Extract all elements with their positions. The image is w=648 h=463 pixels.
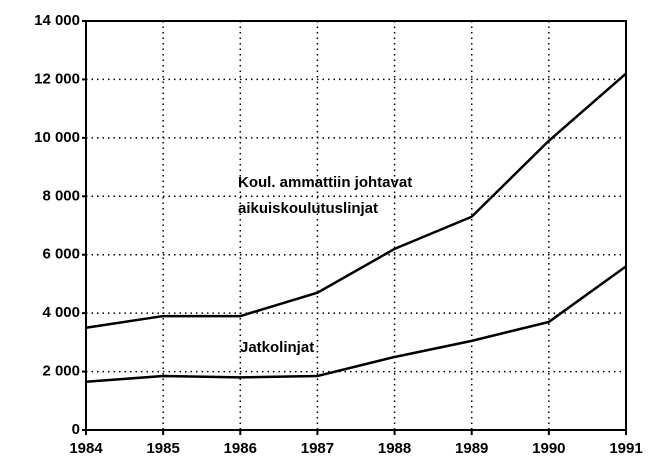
y-tick-label: 2 000 bbox=[42, 363, 80, 380]
x-tick-label: 1988 bbox=[378, 440, 411, 457]
x-tick-label: 1986 bbox=[224, 440, 257, 457]
series-label: Koul. ammattiin johtavat aikuiskoulutusl… bbox=[238, 174, 413, 217]
x-tick-label: 1985 bbox=[146, 440, 179, 457]
y-tick-label: 6 000 bbox=[42, 246, 80, 263]
x-tick-label: 1987 bbox=[301, 440, 334, 457]
line bbox=[85, 72, 627, 329]
series-label: Jatkolinjat bbox=[240, 339, 315, 356]
x-tick-label: 1984 bbox=[69, 440, 103, 457]
y-tick-label: 14 000 bbox=[34, 12, 80, 29]
y-tick-label: 4 000 bbox=[42, 304, 80, 321]
plot-frame bbox=[85, 20, 627, 431]
y-tick-label: 10 000 bbox=[34, 129, 80, 146]
x-tick-label: 1990 bbox=[532, 440, 565, 457]
x-tick-label: 1991 bbox=[609, 440, 642, 457]
y-tick-label: 12 000 bbox=[34, 70, 80, 87]
line bbox=[85, 265, 627, 384]
x-tick-label: 1989 bbox=[455, 440, 488, 457]
y-tick-label: 8 000 bbox=[42, 187, 80, 204]
y-tick-label: 0 bbox=[72, 421, 80, 438]
